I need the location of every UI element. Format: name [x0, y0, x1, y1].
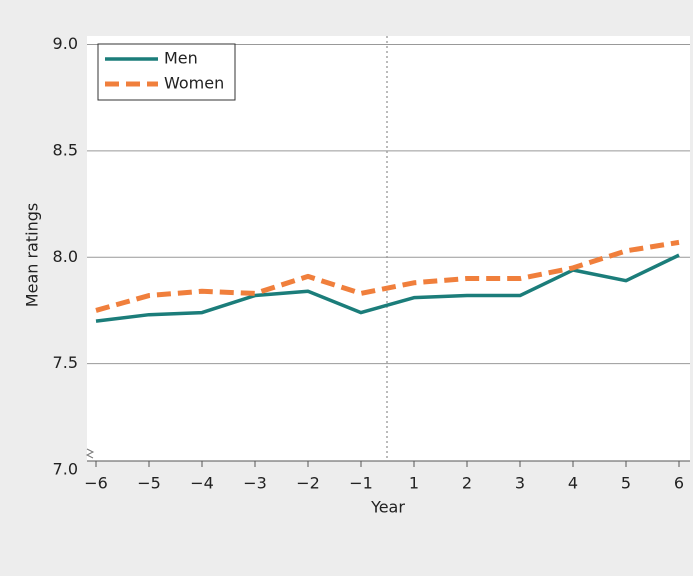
legend-box [97, 43, 236, 101]
x-tick-label: 2 [462, 474, 472, 493]
y-axis-title: Mean ratings [23, 203, 42, 307]
line-series [95, 253, 680, 323]
line-series [95, 239, 680, 313]
y-tick-label: 7.0 [53, 460, 78, 479]
x-tick-label: −3 [243, 474, 267, 493]
y-tick-label: 8.5 [53, 140, 78, 159]
legend-label: Women [164, 74, 224, 93]
x-tick-label: 1 [409, 474, 419, 493]
plot-area [87, 36, 690, 461]
x-tick-label: 5 [621, 474, 631, 493]
x-tick-label: −2 [296, 474, 320, 493]
y-tick-label: 7.5 [53, 353, 78, 372]
axis-break [85, 448, 95, 459]
y-tick-label: 9.0 [53, 34, 78, 53]
x-tick-label: 4 [568, 474, 578, 493]
x-tick-label: −1 [349, 474, 373, 493]
x-tick-label: −5 [137, 474, 161, 493]
x-tick-label: 6 [674, 474, 684, 493]
y-tick-label: 8.0 [53, 247, 78, 266]
x-tick-label: −6 [84, 474, 108, 493]
x-axis-title: Year [370, 498, 405, 517]
legend-label: Men [164, 49, 198, 68]
x-tick-label: 3 [515, 474, 525, 493]
x-tick-label: −4 [190, 474, 214, 493]
